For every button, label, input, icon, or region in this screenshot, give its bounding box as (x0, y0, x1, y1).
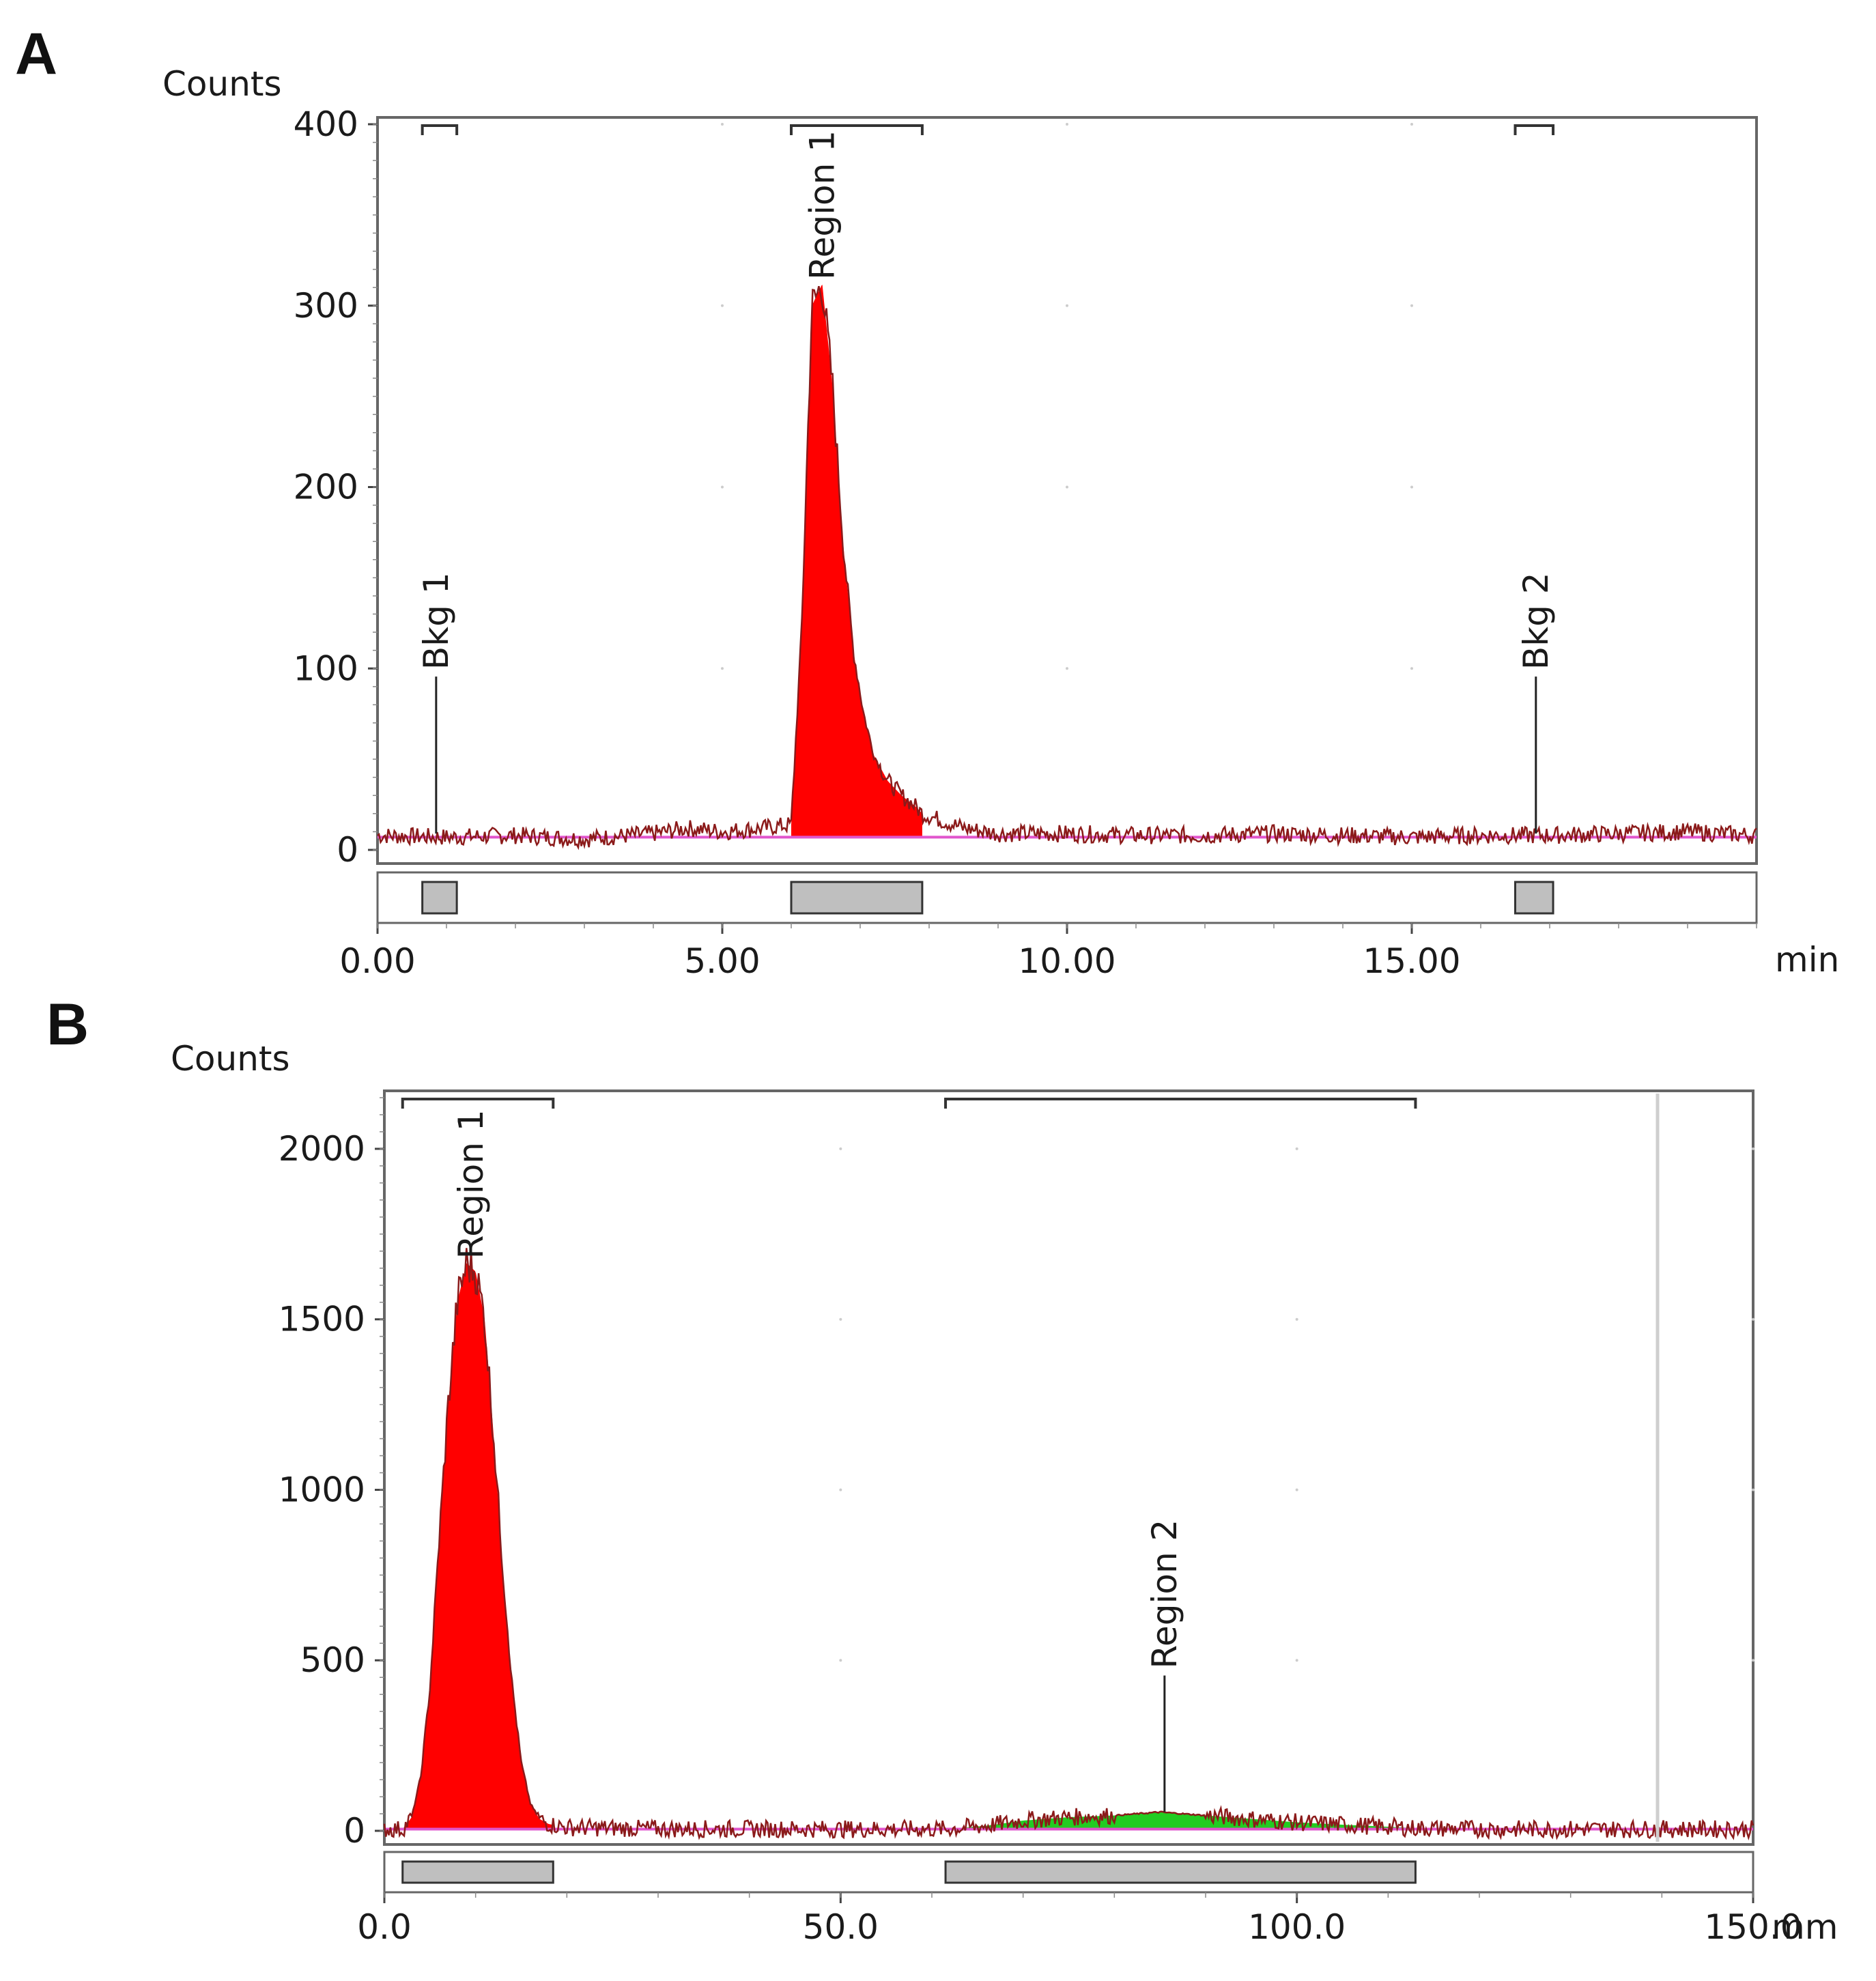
data-trace (383, 1248, 1754, 1841)
grid-dot (839, 1147, 842, 1150)
x-tick-label: 50.0 (803, 1907, 879, 1947)
y-axis-label: Counts (171, 1039, 290, 1079)
y-tick-label: 100 (294, 649, 358, 688)
grid-dot (1295, 1147, 1298, 1150)
y-tick-label: 1500 (279, 1300, 365, 1339)
grid-dot (1752, 1317, 1754, 1321)
region-label-1: Region 1 (451, 1109, 491, 1259)
panel-label-a: A (15, 21, 58, 87)
grid-dot (1410, 304, 1413, 307)
grid-dot (1410, 123, 1413, 126)
grid-dot (1066, 485, 1068, 489)
region-strip-2 (944, 1860, 1417, 1884)
x-tick-label: 100.0 (1248, 1907, 1346, 1947)
region-fill-1 (791, 285, 922, 838)
grid-dot (721, 485, 724, 489)
y-tick-label: 500 (300, 1640, 365, 1680)
x-axis-unit-label: min (1775, 940, 1839, 980)
grid-dot (1752, 1147, 1754, 1150)
y-tick-label: 200 (294, 468, 358, 507)
grid-dot (1066, 667, 1068, 670)
region-strip-frame (383, 1851, 1754, 1894)
grid-dot (1752, 1488, 1754, 1492)
y-tick-label: 400 (294, 104, 358, 144)
region-bracket-2 (944, 1098, 1417, 1109)
region-strip-1 (790, 881, 924, 915)
grid-dot (1066, 304, 1068, 307)
x-tick-label: 5.00 (684, 941, 760, 981)
region-strip-1 (401, 1860, 554, 1884)
grid-dot (1295, 1659, 1298, 1662)
data-trace (377, 286, 1757, 851)
region-label-2: Region 2 (1145, 1520, 1184, 1669)
x-tick-label: 150.0 (1704, 1907, 1802, 1947)
grid-dot (721, 304, 724, 307)
bkg-strip-1 (421, 881, 458, 915)
y-tick-label: 0 (343, 1811, 365, 1851)
y-tick-label: 2000 (279, 1129, 365, 1169)
x-tick-label: 0.00 (339, 941, 415, 981)
panel-label-b: B (46, 992, 89, 1057)
region-fill-1 (402, 1263, 554, 1829)
plot-frame (376, 116, 1758, 865)
grid-dot (839, 1488, 842, 1492)
bkg-bracket-1 (421, 124, 459, 135)
x-tick-label: 10.00 (1018, 941, 1115, 981)
chart-panel-a: 0 100 200 300 400 0.00 5.00 10.00 15.00 Counts min… (162, 64, 1839, 981)
chart-panel-b: 0 500 1000 1500 2000 0.0 50.0 100.0 150.0 Counts m… (171, 1039, 1838, 1947)
bkg-label-2: Bkg 2 (1516, 572, 1556, 670)
grid-dot (839, 1659, 842, 1662)
bkg-bracket-2 (1513, 124, 1555, 135)
y-tick-label: 1000 (279, 1470, 365, 1509)
x-tick-label: 15.00 (1363, 941, 1460, 981)
region-bracket-1 (790, 124, 924, 135)
region-bracket-1 (401, 1098, 555, 1109)
grid-dot (1752, 1659, 1754, 1662)
grid-dot (1295, 1317, 1298, 1321)
bkg-label-1: Bkg 1 (416, 572, 456, 670)
plot-frame (383, 1089, 1754, 1846)
y-axis-label: Counts (162, 64, 282, 104)
grid-dot (721, 667, 724, 670)
bkg-strip-2 (1514, 881, 1554, 915)
y-tick-label: 0 (337, 830, 358, 870)
x-tick-label: 0.0 (357, 1907, 412, 1947)
x-axis-unit-label: mm (1772, 1907, 1838, 1947)
grid-dot (839, 1317, 842, 1321)
grid-dot (721, 123, 724, 126)
grid-dot (1410, 667, 1413, 670)
grid-dot (1410, 485, 1413, 489)
grid-dot (1066, 123, 1068, 126)
region-label-1: Region 1 (802, 130, 842, 280)
grid-dot (1295, 1488, 1298, 1492)
y-tick-label: 300 (294, 286, 358, 326)
